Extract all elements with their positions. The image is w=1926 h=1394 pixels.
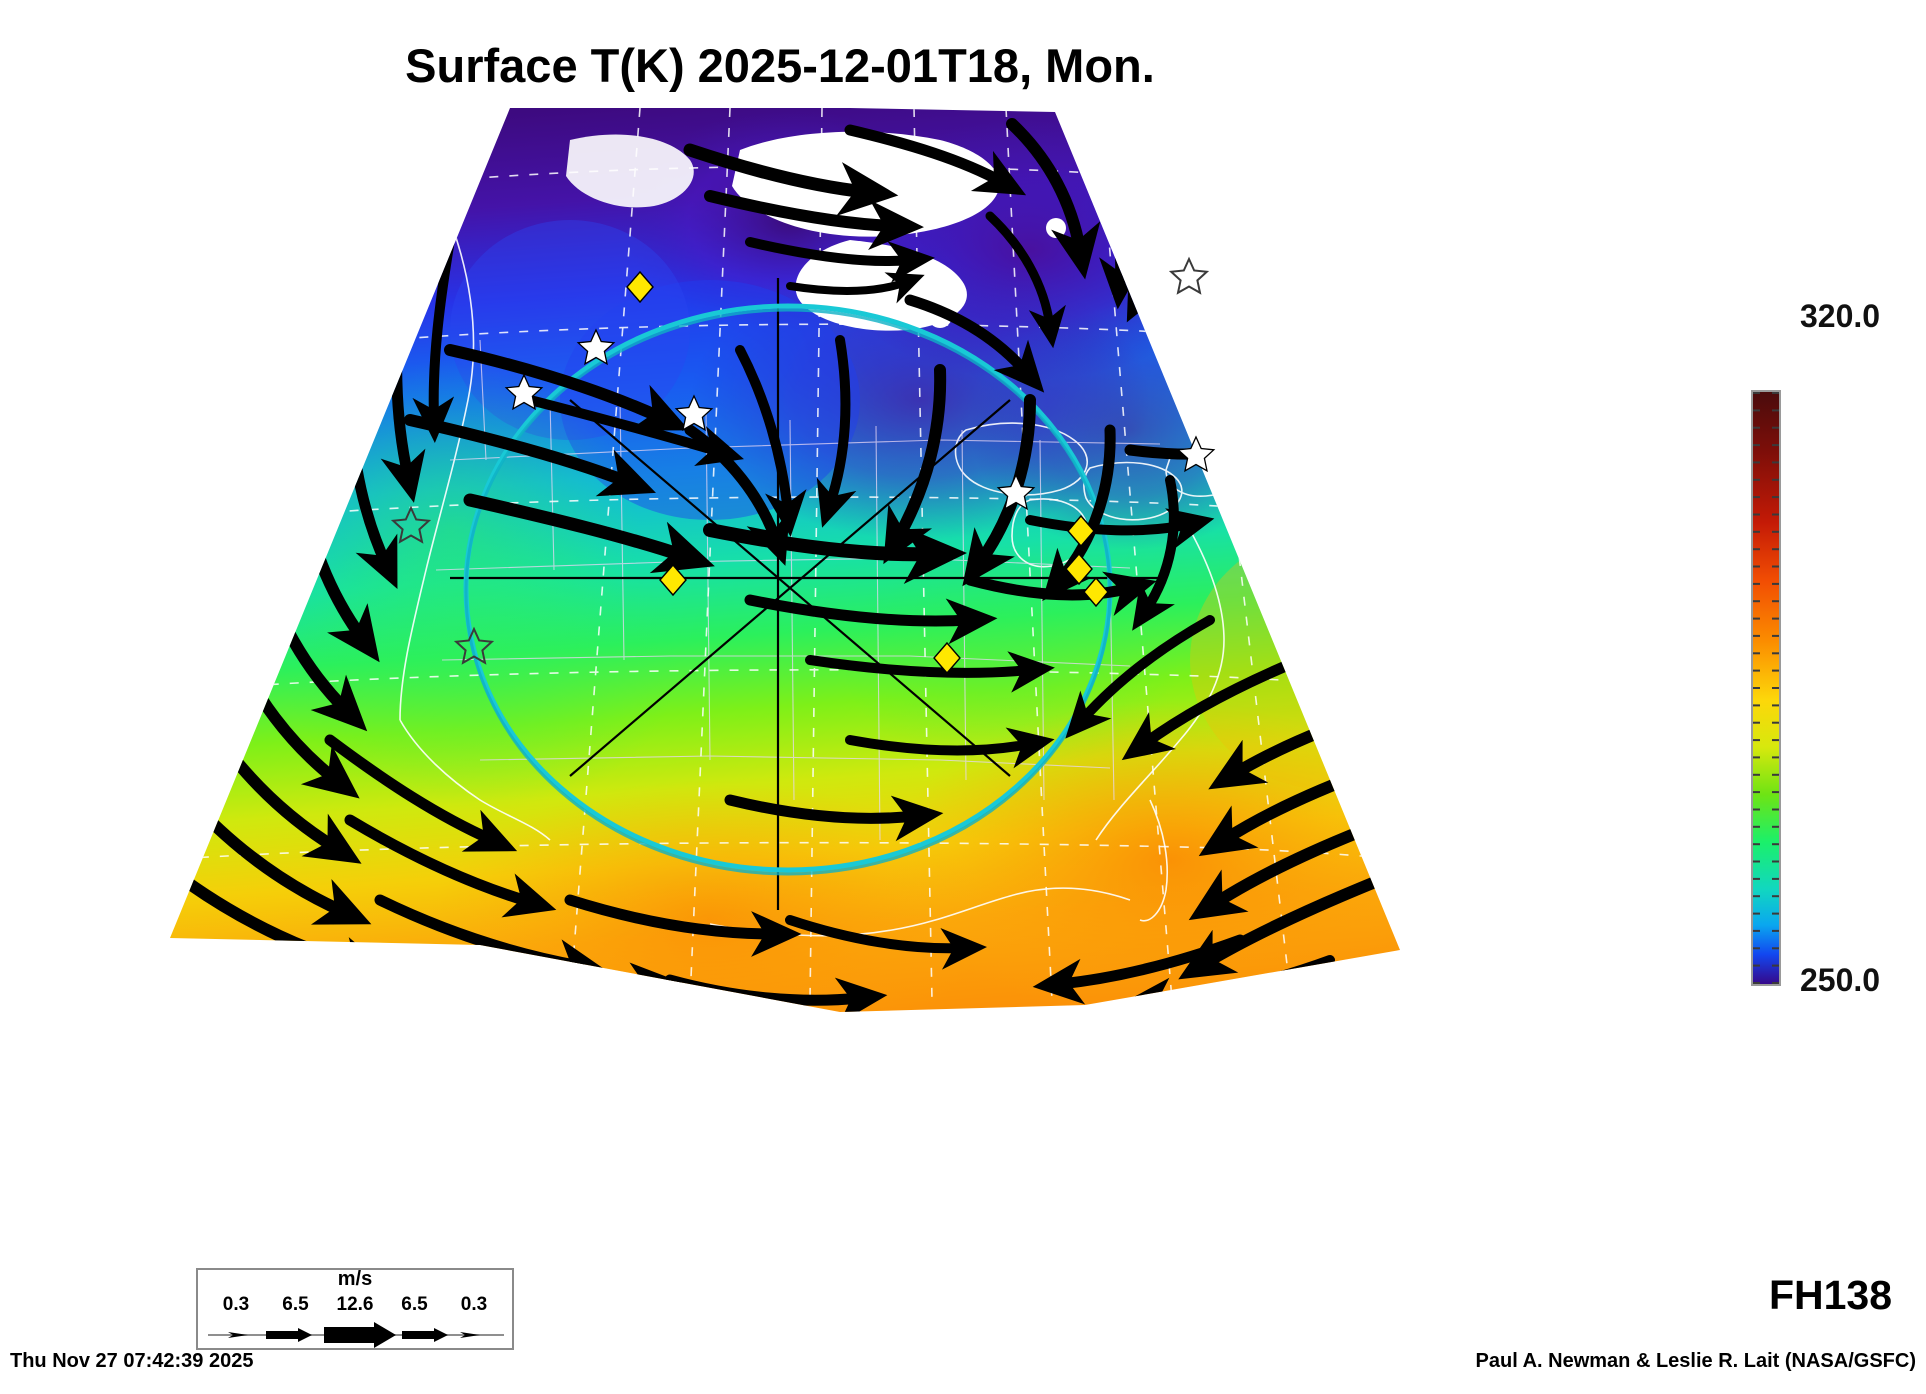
colorbar-ticks [1753,392,1779,984]
wind-value-row: 0.3 6.5 12.6 6.5 0.3 [198,1294,512,1316]
wind-value-2: 12.6 [336,1294,374,1315]
colorbar[interactable] [1751,390,1781,986]
wind-speed-legend: m/s 0.3 6.5 12.6 6.5 0.3 [196,1268,514,1350]
forecast-hour-label: FH138 [1768,1272,1892,1318]
white-star-marker [504,328,1216,511]
yellow-diamond-marker [626,270,1109,675]
wind-unit-label: m/s [337,1268,373,1290]
wind-value-0: 0.3 [222,1294,250,1315]
station-markers[interactable] [390,256,1216,675]
author-credit: Paul A. Newman & Leslie R. Lait (NASA/GS… [1475,1350,1916,1372]
wind-arrow-scale [208,1322,504,1348]
wind-value-3: 6.5 [401,1294,428,1315]
colorbar-max-label: 320.0 [1800,298,1881,334]
open-star-marker [390,256,1210,665]
map-canvas[interactable] [150,100,1440,1020]
page-title: Surface T(K) 2025-12-01T18, Mon. [405,39,1155,92]
wind-value-1: 6.5 [282,1294,309,1315]
wind-value-4: 0.3 [460,1294,488,1315]
colorbar-min-label: 250.0 [1800,962,1881,998]
map-panel[interactable] [150,100,1440,1020]
generation-timestamp: Thu Nov 27 07:42:39 2025 [10,1350,254,1372]
